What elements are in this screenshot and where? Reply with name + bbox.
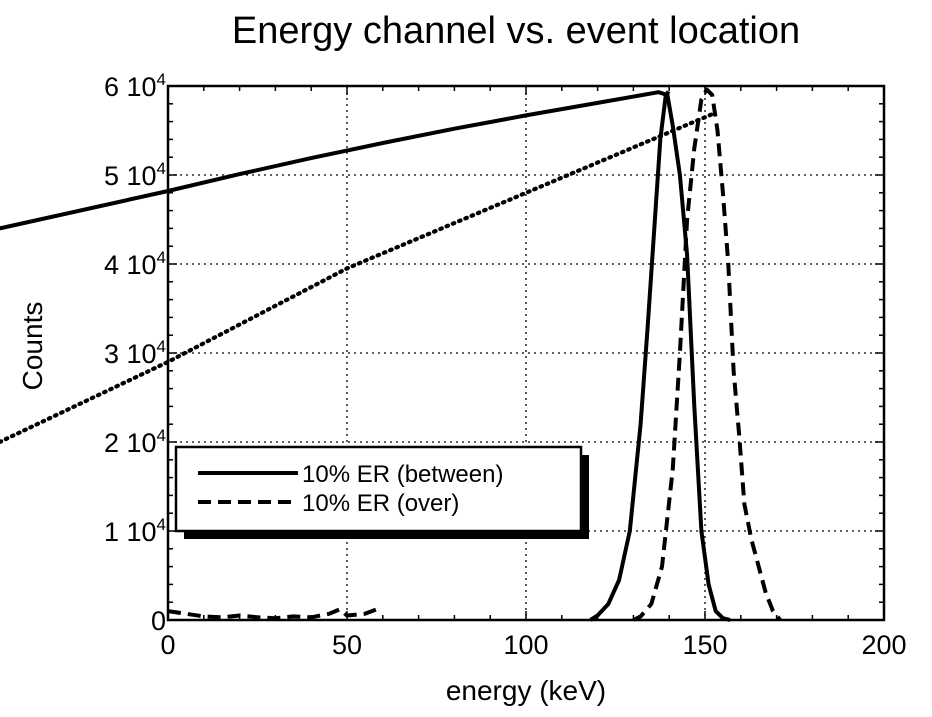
legend-box bbox=[174, 445, 583, 533]
y-tick-label-1: 1 104 bbox=[104, 515, 166, 547]
series-line-4 bbox=[0, 110, 718, 445]
legend-label-over: 10% ER (over) bbox=[302, 490, 459, 517]
y-tick-label-3: 3 104 bbox=[104, 337, 166, 369]
axis-ticks bbox=[167, 85, 885, 621]
x-tick-label-0: 0 bbox=[160, 630, 175, 660]
series-line-1 bbox=[167, 606, 380, 621]
y-axis-title: Counts bbox=[17, 302, 48, 391]
y-tick-label-2: 2 104 bbox=[104, 426, 166, 458]
legend: 10% ER (between) 10% ER (over) bbox=[174, 445, 589, 539]
series-line-2 bbox=[589, 90, 671, 622]
series-line-3 bbox=[632, 87, 782, 622]
x-tick-label-3: 150 bbox=[682, 630, 727, 660]
x-tick-label-2: 100 bbox=[503, 630, 548, 660]
y-tick-label-5: 5 104 bbox=[104, 159, 166, 191]
series-layer bbox=[0, 87, 782, 622]
y-tick-label-4: 4 104 bbox=[104, 248, 166, 280]
chart-title: Energy channel vs. event location bbox=[232, 10, 800, 52]
x-tick-labels: 0 50 100 150 200 bbox=[160, 630, 906, 660]
legend-label-between: 10% ER (between) bbox=[302, 461, 503, 488]
x-tick-label-1: 50 bbox=[332, 630, 362, 660]
y-tick-labels: 0 1 104 2 104 3 104 4 104 5 104 6 104 bbox=[104, 70, 166, 636]
x-tick-label-4: 200 bbox=[861, 630, 906, 660]
y-tick-label-0: 0 bbox=[151, 606, 166, 636]
x-axis-title: energy (keV) bbox=[446, 675, 606, 706]
y-tick-label-6: 6 104 bbox=[104, 70, 166, 102]
